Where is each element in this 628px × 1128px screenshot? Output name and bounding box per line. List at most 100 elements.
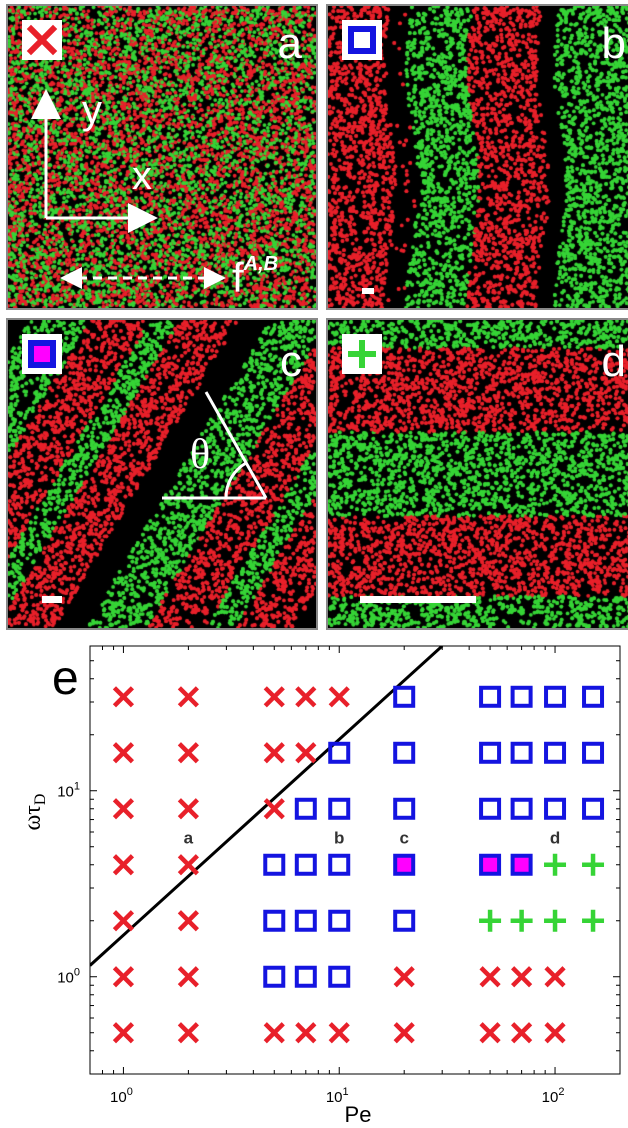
- panel-label-d: d: [601, 337, 626, 386]
- data-point-square: [328, 853, 351, 876]
- y-axis-label: y: [82, 88, 102, 132]
- data-point-plus: [510, 909, 533, 932]
- panel-d: d: [326, 318, 628, 630]
- data-point-cross: [112, 798, 135, 820]
- data-point-cross: [112, 966, 135, 988]
- data-point-square: [294, 909, 317, 932]
- data-point-cross: [511, 966, 533, 988]
- data-point-square: [328, 797, 351, 820]
- data-point-cross: [544, 966, 566, 988]
- data-point-square: [510, 685, 533, 708]
- chart-panel-label: e: [52, 652, 79, 705]
- x-axis-label: x: [132, 154, 152, 198]
- data-point-plus: [582, 909, 605, 932]
- panel-b: b: [326, 4, 628, 310]
- data-point-cross: [112, 854, 135, 876]
- data-point-cross: [177, 966, 199, 988]
- y-tick-label: 100: [57, 967, 80, 987]
- scale-bar-c: [42, 596, 62, 603]
- force-superscript: A,B: [243, 253, 279, 275]
- axes-arrows: [31, 89, 226, 289]
- panel-label-b: b: [601, 19, 626, 68]
- data-point-cross: [112, 686, 135, 708]
- x-tick-label: 100: [110, 1086, 133, 1106]
- data-point-square: [510, 797, 533, 820]
- data-point-cross: [177, 742, 199, 764]
- marker-square-badge: [342, 20, 382, 60]
- plus-icon: [348, 340, 376, 368]
- data-point-cross: [479, 1022, 501, 1044]
- data-point-cross: [263, 798, 285, 820]
- marker-cross-badge: [22, 20, 62, 60]
- phase-diagram-chart: e ωτD Pe 100 101 102 100 101 a b c d: [20, 645, 621, 1127]
- data-point-cross: [263, 686, 285, 708]
- data-point-plus: [544, 853, 567, 876]
- data-point-cross: [393, 966, 415, 988]
- data-point-square: [582, 797, 605, 820]
- data-point-square: [294, 965, 317, 988]
- data-point-square: [263, 853, 286, 876]
- data-point-square-filled: [393, 853, 416, 876]
- data-point-plus: [544, 909, 567, 932]
- plot-area-frame: [89, 645, 621, 1075]
- data-point-square: [510, 741, 533, 764]
- data-point-cross: [177, 798, 199, 820]
- force-label: fA,B: [232, 254, 278, 299]
- data-point-square: [544, 741, 567, 764]
- panel-label-a: a: [277, 19, 302, 68]
- annotation-a: a: [184, 829, 194, 848]
- data-point-cross: [112, 910, 135, 932]
- force-symbol: f: [232, 254, 244, 301]
- x-axis-title: Pe: [345, 1102, 372, 1127]
- data-point-cross: [177, 1022, 199, 1044]
- data-point-cross: [544, 1022, 566, 1044]
- data-point-plus: [582, 853, 605, 876]
- square-filled-icon: [28, 340, 56, 368]
- data-point-square: [544, 797, 567, 820]
- data-point-square: [479, 685, 502, 708]
- data-point-square-filled: [479, 853, 502, 876]
- annotation-b: b: [334, 829, 344, 848]
- data-point-cross: [177, 686, 199, 708]
- data-point-cross: [263, 1022, 285, 1044]
- scale-bar-d: [360, 596, 476, 603]
- data-point-square: [263, 909, 286, 932]
- data-point-cross: [177, 854, 199, 876]
- y-tick-label: 101: [57, 781, 80, 801]
- data-point-cross: [328, 686, 350, 708]
- panel-label-c: c: [280, 337, 302, 386]
- data-point-square-filled: [510, 853, 533, 876]
- data-point-square: [393, 685, 416, 708]
- data-point-cross: [112, 742, 135, 764]
- data-point-square: [393, 797, 416, 820]
- data-point-square: [544, 685, 567, 708]
- data-point-cross: [263, 742, 285, 764]
- data-point-cross: [112, 1022, 135, 1044]
- data-point-cross: [295, 742, 317, 764]
- x-tick-label: 102: [542, 1086, 565, 1106]
- data-point-cross: [328, 1022, 350, 1044]
- data-point-square: [294, 853, 317, 876]
- x-tick-label: 101: [326, 1086, 349, 1106]
- data-point-cross: [295, 686, 317, 708]
- data-point-square: [393, 741, 416, 764]
- data-point-cross: [177, 910, 199, 932]
- data-point-cross: [511, 1022, 533, 1044]
- panel-c: c θ: [6, 318, 318, 630]
- theta-label: θ: [190, 432, 211, 478]
- data-point-cross: [393, 1022, 415, 1044]
- data-point-plus: [479, 909, 502, 932]
- data-point-square: [328, 741, 351, 764]
- annotation-d: d: [550, 829, 560, 848]
- data-point-square: [393, 909, 416, 932]
- data-point-square: [479, 741, 502, 764]
- angle-annotation: [162, 391, 268, 500]
- data-point-square: [328, 965, 351, 988]
- marker-square-filled-badge: [22, 334, 62, 374]
- data-point-square: [328, 909, 351, 932]
- data-point-square: [582, 741, 605, 764]
- scale-bar-b: [362, 288, 374, 294]
- data-point-square: [582, 685, 605, 708]
- square-icon: [348, 26, 376, 54]
- marker-plus-badge: [342, 334, 382, 374]
